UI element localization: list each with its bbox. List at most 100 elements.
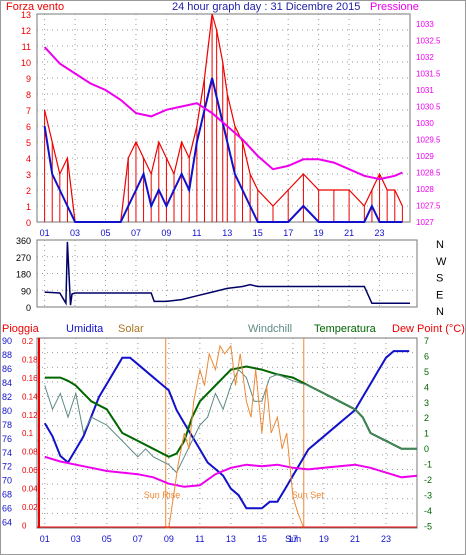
tick-label-wind: 7 [26, 106, 31, 116]
tick-label-humidity: 72 [2, 462, 12, 472]
tick-label-hour: 17 [283, 228, 293, 238]
wind-pressure-panel: 13121110987654321010331032.510321031.510… [21, 10, 441, 238]
tick-label-hour: 23 [381, 534, 391, 544]
tick-label-rain: 0.06 [22, 466, 38, 475]
tick-label-hour: 09 [161, 228, 171, 238]
sun-event-label: Sun Set [292, 490, 325, 500]
tick-label-degrees: 180 [16, 270, 31, 280]
tick-label-temperature: -2 [424, 475, 432, 485]
pressure-axis-title: Pressione [370, 1, 419, 13]
tick-label-hour: 09 [164, 534, 174, 544]
tick-label-hour: 21 [344, 228, 354, 238]
tick-label-pressure: 1033 [416, 20, 434, 29]
tick-label-pressure: 1032 [416, 53, 434, 62]
tick-label-hour: 07 [133, 534, 143, 544]
series-line-solar [165, 344, 305, 529]
tick-label-pressure: 1030.5 [416, 103, 441, 112]
tick-label-rain: 0.18 [22, 355, 38, 364]
tick-label-rain: 0.16 [22, 374, 38, 383]
tick-label-humidity: 84 [2, 378, 12, 388]
tick-label-wind: 5 [26, 138, 31, 148]
tick-label-degrees: 90 [21, 286, 31, 296]
tick-label-rain: 0 [22, 521, 27, 530]
tick-label-temperature: 7 [424, 336, 429, 346]
series-line-wind-gust [43, 77, 403, 223]
tick-label-pressure: 1027.5 [416, 202, 441, 211]
legend-entry: Temperatura [314, 323, 377, 335]
direction-label: S [436, 273, 443, 285]
tick-label-temperature: 6 [424, 351, 429, 361]
tick-label-humidity: 90 [2, 336, 12, 346]
wind-axis-title: Forza vento [6, 1, 64, 13]
tick-label-humidity: 70 [2, 476, 12, 486]
page-title: 24 hour graph day : 31 Dicembre 2015 [172, 1, 360, 13]
tick-label-hour: 17 [288, 534, 298, 544]
tick-label-hour: 01 [40, 228, 50, 238]
tick-label-wind: 13 [21, 10, 31, 20]
tick-label-temperature: -5 [424, 521, 432, 531]
series-line-wind-direction [44, 241, 410, 306]
tick-label-humidity: 80 [2, 406, 12, 416]
tick-label-pressure: 1028.5 [416, 169, 441, 178]
tick-label-rain: 0.12 [22, 411, 38, 420]
tick-label-wind: 2 [26, 186, 31, 196]
tick-label-wind: 8 [26, 90, 31, 100]
weather-multi-panel: Pioggia Umidita Solar Windchill Temperatura D… [2, 323, 465, 544]
tick-label-rain: 0.14 [22, 392, 38, 401]
tick-label-temperature: 4 [424, 382, 429, 392]
tick-label-temperature: -3 [424, 490, 432, 500]
tick-label-pressure: 1028 [416, 185, 434, 194]
tick-label-hour: 21 [350, 534, 360, 544]
tick-label-hour: 13 [226, 534, 236, 544]
tick-label-hour: 23 [375, 228, 385, 238]
sun-event-label: Sun Rise [144, 490, 181, 500]
tick-label-humidity: 76 [2, 434, 12, 444]
plot-frame [36, 13, 411, 223]
tick-label-wind: 12 [21, 26, 31, 36]
tick-label-rain: 0.04 [22, 485, 38, 494]
tick-label-rain: 0.2 [22, 337, 34, 346]
plot-frame [36, 337, 418, 529]
legend-entry: Solar [118, 323, 144, 335]
series-line-windchill [44, 368, 417, 474]
tick-label-pressure: 1031 [416, 86, 434, 95]
tick-label-humidity: 82 [2, 392, 12, 402]
tick-label-temperature: 3 [424, 398, 429, 408]
tick-label-hour: 13 [222, 228, 232, 238]
tick-label-humidity: 68 [2, 490, 12, 500]
tick-label-hour: 01 [40, 534, 50, 544]
legend-entry: Pioggia [2, 323, 40, 335]
tick-label-wind: 6 [26, 122, 31, 132]
tick-label-rain: 0.08 [22, 448, 38, 457]
direction-label: W [436, 256, 447, 268]
tick-label-hour: 19 [319, 534, 329, 544]
tick-label-temperature: -4 [424, 506, 432, 516]
series-line-dew-point [44, 455, 418, 488]
tick-label-pressure: 1031.5 [416, 70, 441, 79]
tick-label-wind: 3 [26, 170, 31, 180]
tick-label-hour: 19 [314, 228, 324, 238]
tick-label-rain: 0.1 [22, 429, 34, 438]
tick-label-pressure: 1027 [416, 218, 434, 227]
series-line-humidity [43, 350, 410, 510]
tick-label-hour: 03 [71, 534, 81, 544]
legend-entry: Umidita [66, 323, 104, 335]
direction-label: N [436, 306, 444, 318]
tick-label-wind: 9 [26, 74, 31, 84]
tick-label-degrees: 270 [16, 253, 31, 263]
tick-label-pressure: 1029 [416, 152, 434, 161]
tick-label-hour: 15 [257, 534, 267, 544]
tick-label-rain: 0.02 [22, 503, 38, 512]
tick-label-wind: 10 [21, 58, 31, 68]
tick-label-wind: 11 [22, 42, 31, 52]
tick-label-humidity: 64 [2, 518, 12, 528]
tick-label-humidity: 88 [2, 350, 12, 360]
tick-label-degrees: 0 [26, 303, 31, 313]
tick-label-humidity: 78 [2, 420, 12, 430]
tick-label-temperature: 1 [424, 429, 429, 439]
tick-label-pressure: 1030 [416, 119, 434, 128]
tick-label-hour: 05 [101, 228, 111, 238]
